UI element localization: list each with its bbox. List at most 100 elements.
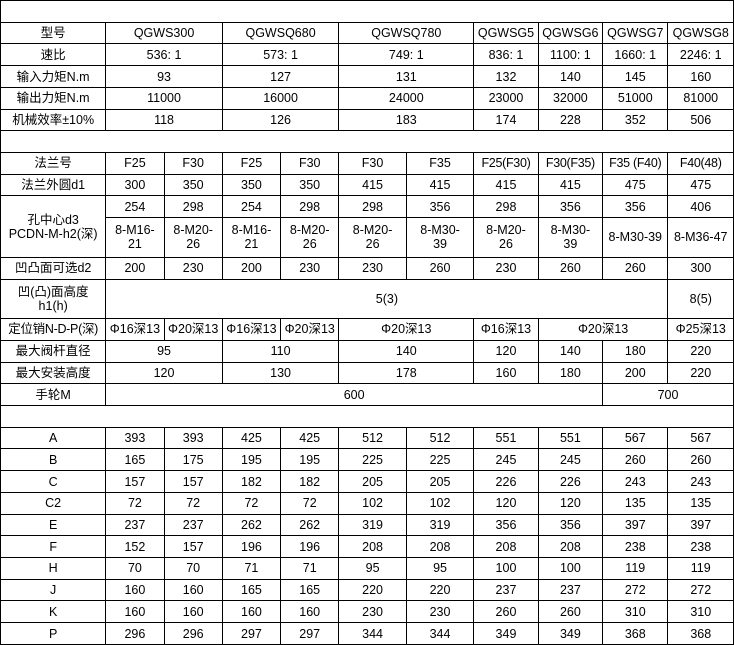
C-cell-6: 205 (405, 470, 475, 493)
output-torque-cell-2: 16000 (221, 86, 340, 110)
section-header-row-tech: 技术参数 (0, 0, 734, 23)
ratio-cell-1: 536: 1 (105, 43, 223, 67)
locating-pin-cell-3: Φ16深13 (221, 318, 282, 341)
B-cell-4: 195 (280, 448, 340, 472)
row-label-input-torque: 输入力矩N.m (0, 65, 107, 88)
row-label-face-d2: 凹凸面可选d2 (0, 256, 107, 280)
face-d2-cell-5: 230 (338, 256, 407, 280)
B-cell-9: 260 (602, 448, 669, 472)
C-cell-3: 182 (221, 470, 282, 493)
section-header-connection: 连接尺寸 (0, 130, 734, 154)
C-cell-7: 226 (473, 470, 539, 493)
C2-cell-1: 72 (105, 491, 165, 515)
efficiency-cell-2: 126 (221, 108, 340, 132)
model-cell-4: QGWSG5 (473, 21, 539, 45)
E-cell-1: 237 (105, 513, 165, 537)
flange-no-cell-1: F25 (105, 152, 165, 175)
pcdn-cell-6-line2: 39 (433, 237, 447, 252)
locating-pin-cell-4: Φ20深13 (280, 318, 340, 341)
row-label-hole-center: 孔中心d3 PCDN-M-h2(深) (0, 195, 107, 258)
hole-center-cell-7: 298 (473, 195, 539, 219)
table-row-ratio: 速比 536: 1 573: 1 749: 1 836: 1 1100: 1 1… (0, 43, 734, 67)
max-stem-cell-5: 140 (537, 339, 604, 363)
C-cell-5: 205 (338, 470, 407, 493)
J-cell-6: 220 (405, 578, 475, 602)
table-row-model: 型号 QGWS300 QGWSQ680 QGWSQ780 QGWSG5 QGWS… (0, 21, 734, 45)
flange-no-cell-8: F30(F35) (537, 152, 604, 175)
max-install-cell-5: 180 (537, 361, 604, 385)
B-cell-1: 165 (105, 448, 165, 472)
model-cell-1: QGWS300 (105, 21, 223, 45)
table-row-C2: C2 72 72 72 72 102 102 120 120 135 135 (0, 491, 734, 515)
ratio-cell-5: 1100: 1 (537, 43, 604, 67)
max-install-cell-6: 200 (602, 361, 669, 385)
row-label-E: E (0, 513, 107, 537)
efficiency-cell-6: 352 (602, 108, 669, 132)
E-cell-7: 356 (473, 513, 539, 537)
J-cell-10: 272 (667, 578, 734, 602)
flange-od-cell-9: 475 (602, 173, 669, 197)
pcdn-cell-9: 8-M30-39 (602, 217, 669, 258)
pcdn-cell-1-line1: 8-M16- (115, 223, 155, 238)
output-torque-cell-6: 51000 (602, 86, 669, 110)
B-cell-5: 225 (338, 448, 407, 472)
row-label-output-torque: 输出力矩N.m (0, 86, 107, 110)
P-cell-7: 349 (473, 622, 539, 645)
E-cell-10: 397 (667, 513, 734, 537)
flange-no-cell-7: F25(F30) (473, 152, 539, 175)
row-label-flange-no: 法兰号 (0, 152, 107, 175)
row-label-max-stem: 最大阀杆直径 (0, 339, 107, 363)
C2-cell-7: 120 (473, 491, 539, 515)
table-row-input-torque: 输入力矩N.m 93 127 131 132 140 145 160 (0, 65, 734, 88)
J-cell-8: 237 (537, 578, 604, 602)
hole-center-cell-5: 298 (338, 195, 407, 219)
table-row-max-stem: 最大阀杆直径 95 110 140 120 140 180 220 (0, 339, 734, 363)
face-h1-last-cell: 8(5) (667, 278, 734, 320)
locating-pin-cell-2: Φ20深13 (163, 318, 223, 341)
J-cell-9: 272 (602, 578, 669, 602)
B-cell-8: 245 (537, 448, 604, 472)
flange-no-cell-5: F30 (338, 152, 407, 175)
F-cell-9: 238 (602, 535, 669, 559)
J-cell-2: 160 (163, 578, 223, 602)
model-cell-5: QGWSG6 (537, 21, 604, 45)
model-cell-3: QGWSQ780 (338, 21, 475, 45)
K-cell-10: 310 (667, 600, 734, 624)
pcdn-cell-7-line2: 26 (499, 237, 513, 252)
C-cell-1: 157 (105, 470, 165, 493)
K-cell-5: 230 (338, 600, 407, 624)
row-label-H: H (0, 557, 107, 580)
output-torque-cell-5: 32000 (537, 86, 604, 110)
H-cell-4: 71 (280, 557, 340, 580)
F-cell-6: 208 (405, 535, 475, 559)
row-label-K: K (0, 600, 107, 624)
pcdn-cell-8-line1: 8-M30- (550, 223, 591, 238)
K-cell-1: 160 (105, 600, 165, 624)
C2-cell-3: 72 (221, 491, 282, 515)
efficiency-cell-7: 506 (667, 108, 734, 132)
pcdn-cell-4-line1: 8-M20- (289, 223, 330, 238)
output-torque-cell-1: 11000 (105, 86, 223, 110)
table-row-C: C 157 157 182 182 205 205 226 226 243 24… (0, 470, 734, 493)
hole-center-cell-4: 298 (280, 195, 340, 219)
table-row-efficiency: 机械效率±10% 118 126 183 174 228 352 506 (0, 108, 734, 132)
face-d2-cell-7: 230 (473, 256, 539, 280)
table-row-H: H 70 70 71 71 95 95 100 100 119 119 (0, 557, 734, 580)
row-label-J: J (0, 578, 107, 602)
ratio-cell-2: 573: 1 (221, 43, 340, 67)
H-cell-5: 95 (338, 557, 407, 580)
flange-no-cell-4: F30 (280, 152, 340, 175)
efficiency-cell-3: 183 (338, 108, 475, 132)
flange-od-cell-7: 415 (473, 173, 539, 197)
flange-od-cell-4: 350 (280, 173, 340, 197)
A-cell-3: 425 (221, 426, 282, 450)
F-cell-4: 196 (280, 535, 340, 559)
pcdn-cell-6-line1: 8-M30- (420, 223, 460, 238)
section-header-outline: 外形尺寸 (0, 405, 734, 428)
output-torque-cell-4: 23000 (473, 86, 539, 110)
row-label-face-h1-line1: 凹(凸)面高度 (17, 284, 89, 299)
max-install-cell-4: 160 (473, 361, 539, 385)
efficiency-cell-5: 228 (537, 108, 604, 132)
A-cell-9: 567 (602, 426, 669, 450)
